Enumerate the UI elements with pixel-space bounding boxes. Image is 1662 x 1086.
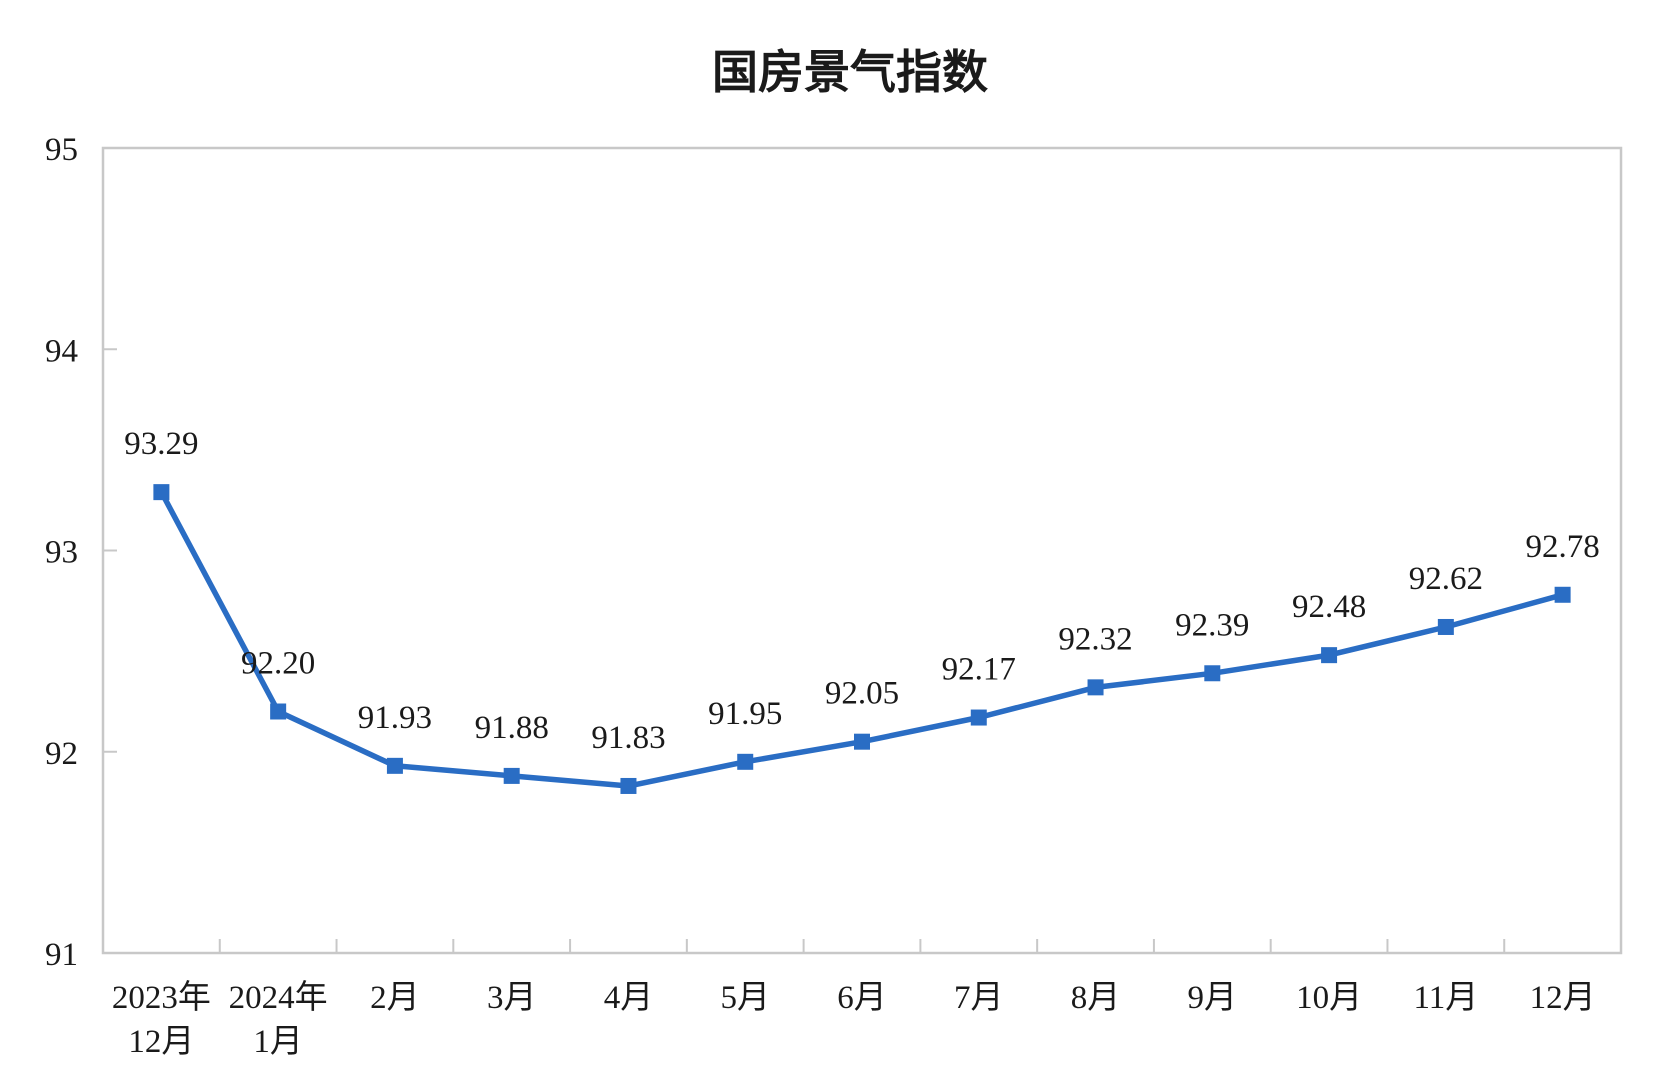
data-label: 91.88 xyxy=(475,710,549,746)
y-tick-label: 91 xyxy=(45,937,78,973)
x-tick-label: 8月 xyxy=(1071,980,1121,1016)
data-label: 92.05 xyxy=(825,676,899,712)
x-tick-label: 2024年 xyxy=(229,979,328,1016)
x-tick-label: 2月 xyxy=(370,980,420,1016)
data-point-marker xyxy=(153,484,170,501)
x-tick-label: 2023年 xyxy=(112,979,211,1016)
data-point-marker xyxy=(1204,665,1221,682)
data-point-marker xyxy=(503,767,520,784)
data-label: 91.95 xyxy=(708,696,782,732)
x-tick-label: 12月 xyxy=(1530,980,1596,1016)
data-label: 92.62 xyxy=(1409,561,1483,597)
x-tick-label: 9月 xyxy=(1188,980,1238,1016)
data-point-marker xyxy=(620,777,637,794)
x-tick-label: 6月 xyxy=(837,980,887,1016)
x-tick-label: 12月 xyxy=(128,1024,194,1060)
data-point-marker xyxy=(854,733,870,750)
data-point-marker xyxy=(1437,618,1454,635)
x-tick-label: 5月 xyxy=(720,980,770,1016)
data-label: 93.29 xyxy=(124,426,198,462)
y-tick-label: 93 xyxy=(45,535,78,571)
data-point-marker xyxy=(1087,679,1104,696)
x-tick-label: 4月 xyxy=(604,980,654,1016)
y-axis: 91 92 93 94 95 xyxy=(45,132,117,973)
y-tick-label: 92 xyxy=(45,736,78,772)
data-labels: 93.29 92.20 91.93 91.88 91.83 91.95 92.05 92.17… xyxy=(124,426,1599,756)
x-tick-label: 10月 xyxy=(1296,980,1362,1016)
data-point-marker xyxy=(1554,586,1571,603)
data-label: 92.48 xyxy=(1292,589,1366,625)
data-label: 92.20 xyxy=(241,646,315,682)
data-label: 91.93 xyxy=(358,700,432,736)
data-label: 92.78 xyxy=(1525,529,1599,565)
plot-area-frame xyxy=(101,146,1623,955)
y-tick-label: 95 xyxy=(45,132,78,168)
y-tick-label: 94 xyxy=(45,333,78,369)
data-label: 92.39 xyxy=(1175,607,1249,643)
data-label: 91.83 xyxy=(591,720,665,756)
chart-title: 国房景气指数 xyxy=(712,45,988,99)
x-axis: 2023年 12月 2024年 1月 2月 3月 4月 5月 6月 7月 8月 9月 10月 11月 12月 xyxy=(112,939,1596,1060)
data-point-marker xyxy=(737,753,754,770)
data-label: 92.32 xyxy=(1058,621,1132,657)
data-point-marker xyxy=(386,757,403,774)
x-tick-label: 7月 xyxy=(954,980,1004,1016)
x-tick-label: 11月 xyxy=(1413,980,1478,1016)
x-tick-label: 3月 xyxy=(487,980,537,1016)
data-point-marker xyxy=(1321,647,1338,664)
data-point-marker xyxy=(970,709,987,726)
series-layer xyxy=(153,484,1571,794)
data-point-marker xyxy=(270,703,287,720)
x-tick-label: 1月 xyxy=(253,1024,303,1060)
data-label: 92.17 xyxy=(942,652,1016,688)
